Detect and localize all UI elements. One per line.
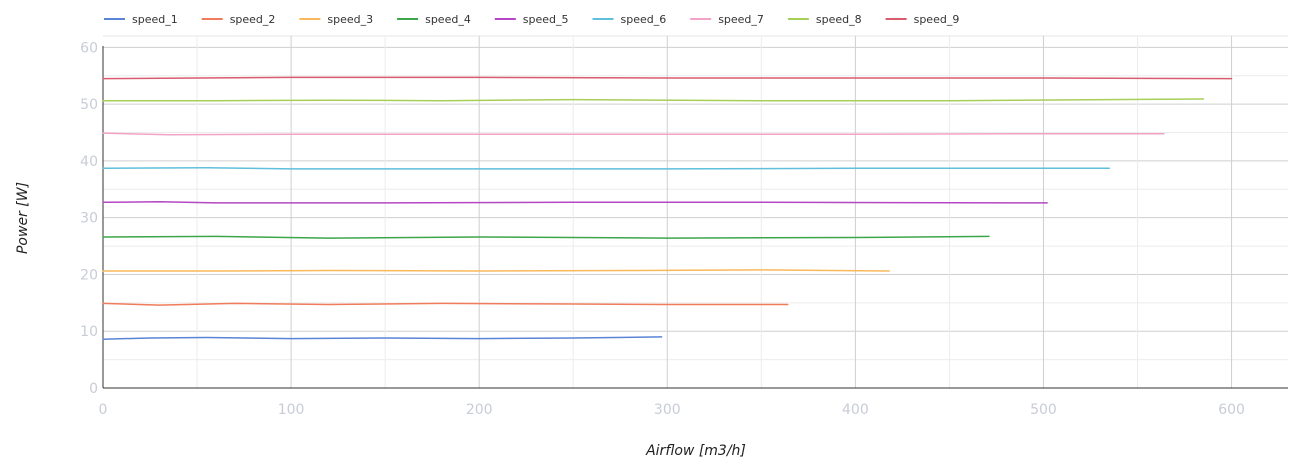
series-line-speed-7 (102, 132, 1165, 136)
series-line-speed-1 (102, 336, 663, 340)
series-line-speed-5 (102, 201, 1048, 204)
x-tick-label: 400 (842, 402, 869, 418)
y-tick-label: 10 (80, 324, 98, 340)
series-line-speed-8 (102, 98, 1205, 102)
y-tick-label: 30 (80, 211, 98, 227)
y-tick-label: 20 (80, 267, 98, 283)
x-tick-label: 0 (99, 402, 108, 418)
x-axis-title: Airflow [m3/h] (645, 443, 746, 459)
y-tick-label: 60 (80, 40, 98, 56)
legend-label-speed-9: speed_9 (914, 13, 960, 26)
y-axis-title: Power [W] (15, 182, 31, 254)
legend-label-speed-8: speed_8 (816, 13, 862, 26)
grid-layer (103, 35, 1288, 388)
legend-label-speed-4: speed_4 (425, 13, 471, 26)
legend-label-speed-2: speed_2 (230, 13, 276, 26)
y-tick-label: 40 (80, 154, 98, 170)
x-tick-label: 100 (278, 402, 305, 418)
series-line-speed-9 (102, 76, 1233, 80)
series-line-speed-2 (102, 302, 789, 306)
x-tick-label: 300 (654, 402, 681, 418)
legend-label-speed-6: speed_6 (621, 13, 667, 26)
series-line-speed-3 (102, 269, 890, 272)
legend: speed_1 speed_2 speed_3 speed_4 speed_5 speed… (104, 13, 959, 26)
y-tick-label: 0 (89, 381, 98, 397)
x-tick-label: 600 (1218, 402, 1245, 418)
series-line-speed-4 (102, 235, 990, 239)
legend-label-speed-1: speed_1 (132, 13, 178, 26)
x-tick-label: 200 (466, 402, 493, 418)
legend-label-speed-7: speed_7 (718, 13, 764, 26)
series-layer (102, 76, 1233, 340)
series-line-speed-6 (102, 166, 1111, 170)
x-tick-label: 500 (1030, 402, 1057, 418)
legend-label-speed-5: speed_5 (523, 13, 569, 26)
y-tick-label: 50 (80, 97, 98, 113)
legend-label-speed-3: speed_3 (327, 13, 373, 26)
